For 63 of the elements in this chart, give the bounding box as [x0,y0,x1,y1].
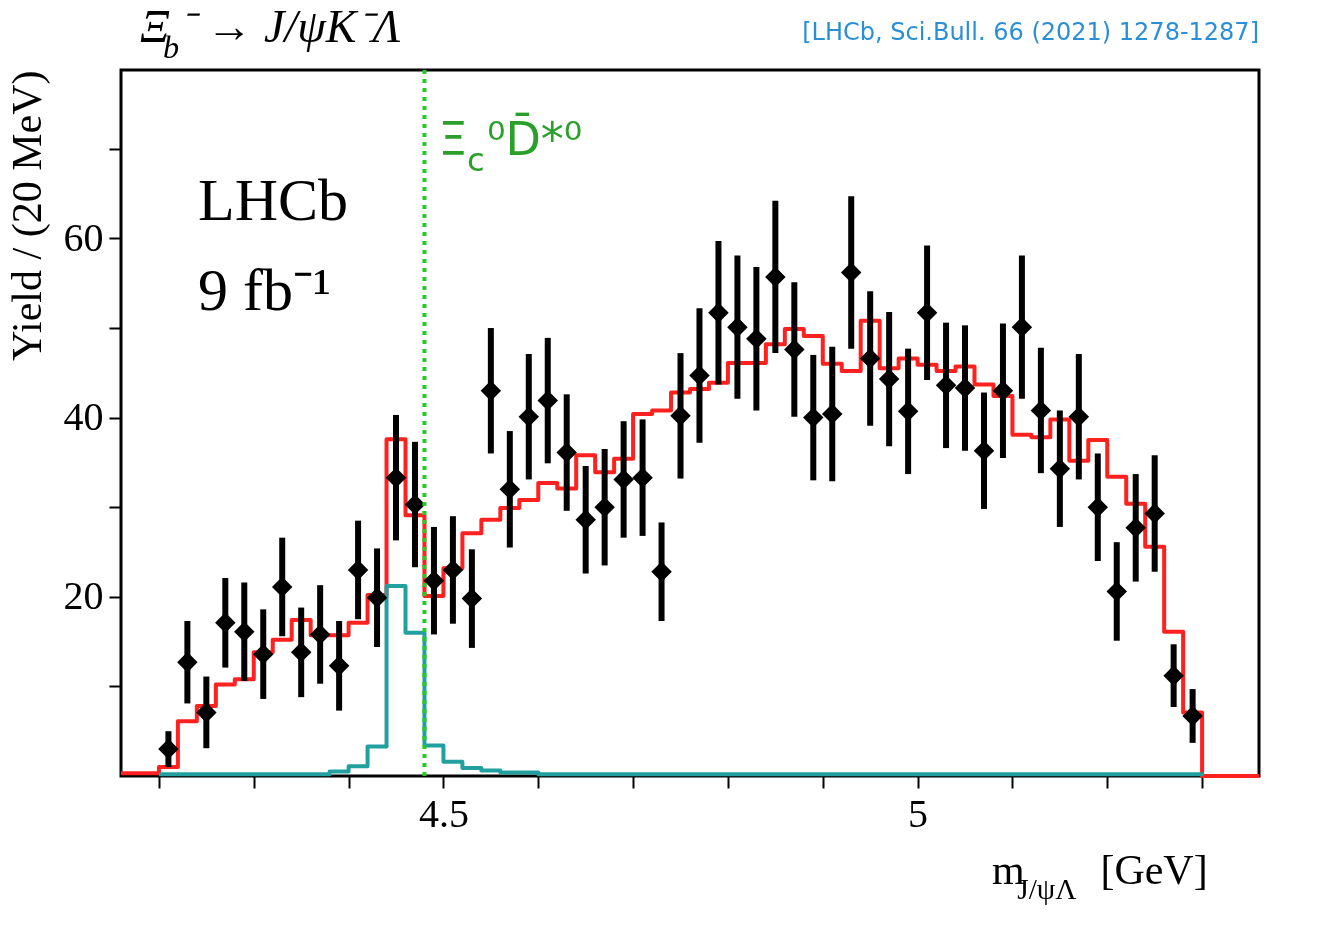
point [385,467,407,488]
point [1106,581,1127,602]
point [935,375,957,396]
point [897,401,919,422]
x-tick-label: 5 [908,790,929,836]
point [575,509,596,531]
text: [LHCb, Sci.Bull. 66 (2021) 1278-1287] [802,18,1259,46]
point [746,328,767,350]
point [537,390,558,411]
point [215,612,236,634]
point [158,738,179,760]
y-tick-label: 40 [63,394,104,440]
x-tick-label: 4.5 [418,790,469,836]
point [556,442,577,463]
point [784,339,805,360]
point [234,621,255,642]
point [916,302,938,324]
annotation: LHCb [198,167,348,233]
point [1144,503,1165,524]
point [689,365,710,386]
point [1182,705,1203,727]
point [708,302,729,324]
point [309,624,331,645]
point [1125,517,1146,539]
point [651,561,672,582]
point [727,316,748,338]
point [992,380,1014,401]
annotation: 9 fb⁻¹ [198,257,331,323]
point [1068,406,1090,427]
point [1011,316,1033,338]
point [632,467,653,488]
y-tick-label: 20 [63,573,104,619]
point [670,405,691,427]
point [461,588,483,609]
point [613,469,634,490]
point [765,266,786,288]
point [878,368,900,390]
point [271,576,293,598]
point [423,570,445,591]
point [840,262,862,283]
point [253,643,274,665]
point [1049,458,1071,479]
y-tick-label: 60 [63,214,104,260]
y-axis-title: Yield / (20 MeV) [3,70,51,361]
point [177,651,198,673]
point [594,496,615,518]
point [366,587,388,608]
point [1030,400,1052,421]
point [954,377,976,399]
point [404,494,426,515]
point [196,702,217,723]
point [1163,665,1184,686]
point [822,403,843,425]
point [347,559,369,581]
point [290,642,312,663]
point [518,406,540,427]
point [480,380,502,401]
point [442,559,464,581]
point [499,479,521,500]
point [859,348,881,369]
point [328,655,350,677]
point [1087,496,1109,518]
point [803,407,824,428]
